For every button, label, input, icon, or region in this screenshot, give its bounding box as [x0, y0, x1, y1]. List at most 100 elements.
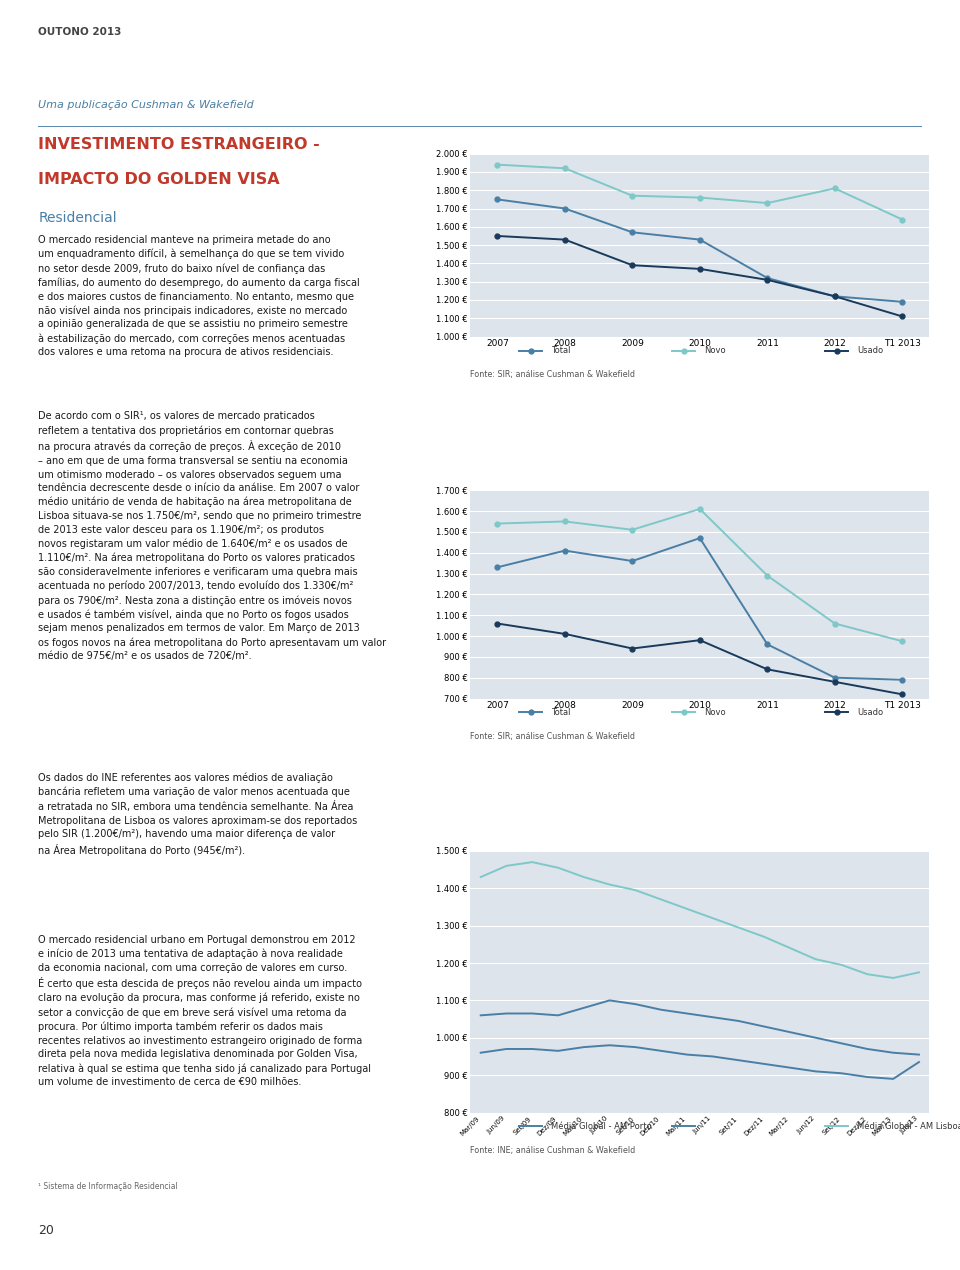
Novo: [761, 568, 773, 583]
Line: Total: Total: [495, 197, 904, 305]
Média Global - AM Lisboa: [604, 876, 615, 892]
Novo: [627, 188, 638, 203]
Média Global - AM Lisboa: [836, 958, 848, 973]
Novo: [492, 157, 503, 173]
Total: [492, 192, 503, 207]
  : [784, 1060, 796, 1076]
Text: Total: Total: [551, 345, 571, 356]
  : [656, 1043, 667, 1058]
Usado: [761, 662, 773, 677]
Média Global - AM Lisboa: [682, 902, 693, 917]
  : [475, 1045, 487, 1060]
Line: Usado: Usado: [495, 621, 904, 697]
Média Global - AM Porto: [604, 993, 615, 1008]
Line: Novo: Novo: [495, 163, 904, 222]
Média Global - AM Lisboa: [707, 911, 718, 926]
Média Global - AM Porto: [836, 1036, 848, 1052]
Novo: [829, 180, 841, 196]
Média Global - AM Lisboa: [526, 855, 538, 870]
Média Global - AM Porto: [682, 1006, 693, 1021]
  : [758, 1057, 770, 1072]
Média Global - AM Porto: [552, 1007, 564, 1022]
Text: Novo: Novo: [705, 345, 726, 356]
Total: [897, 672, 908, 687]
Text: Total: Total: [551, 707, 571, 718]
Novo: [897, 634, 908, 649]
  : [501, 1041, 513, 1057]
Text: Fonte: INE; análise Cushman & Wakefield: Fonte: INE; análise Cushman & Wakefield: [470, 1146, 636, 1154]
Text: OUTONO 2013: OUTONO 2013: [38, 27, 122, 37]
Text: VALORES UNITÁRIOS DE AVALIAÇÃO BANCÁRIA: VALORES UNITÁRIOS DE AVALIAÇÃO BANCÁRIA: [480, 804, 734, 815]
Média Global - AM Lisboa: [810, 951, 822, 966]
Text: INVESTIMENTO ESTRANGEIRO -: INVESTIMENTO ESTRANGEIRO -: [38, 137, 320, 152]
  : [836, 1066, 848, 1081]
Line:   : [481, 1045, 919, 1080]
Média Global - AM Lisboa: [552, 860, 564, 875]
Média Global - AM Lisboa: [862, 966, 874, 982]
Line: Total: Total: [495, 536, 904, 682]
Novo: [559, 161, 570, 177]
Novo: [694, 502, 706, 517]
Usado: [559, 626, 570, 641]
Total: [627, 225, 638, 240]
Total: [559, 544, 570, 559]
  : [604, 1038, 615, 1053]
Média Global - AM Porto: [578, 1001, 589, 1016]
Line: Média Global - AM Lisboa: Média Global - AM Lisboa: [481, 862, 919, 978]
Line: Usado: Usado: [495, 234, 904, 319]
Usado: [829, 674, 841, 690]
Média Global - AM Lisboa: [758, 930, 770, 945]
  : [526, 1041, 538, 1057]
Text: Média Global - AM Lisboa: Média Global - AM Lisboa: [857, 1121, 960, 1132]
Text: ¹ Sistema de Informação Residencial: ¹ Sistema de Informação Residencial: [38, 1181, 179, 1191]
Text: Novo: Novo: [705, 707, 726, 718]
Total: [694, 531, 706, 546]
Text: Fonte: SIR; análise Cushman & Wakefield: Fonte: SIR; análise Cushman & Wakefield: [470, 370, 636, 378]
Total: [761, 636, 773, 652]
Média Global - AM Porto: [630, 997, 641, 1012]
Novo: [627, 522, 638, 537]
Média Global - AM Porto: [475, 1007, 487, 1022]
Média Global - AM Lisboa: [630, 883, 641, 898]
Média Global - AM Lisboa: [475, 870, 487, 885]
Text: O mercado residencial urbano em Portugal demonstrou em 2012
e início de 2013 uma: O mercado residencial urbano em Portugal…: [38, 935, 372, 1087]
  : [913, 1054, 924, 1069]
  : [552, 1043, 564, 1058]
  : [578, 1039, 589, 1054]
Média Global - AM Lisboa: [784, 941, 796, 956]
Média Global - AM Porto: [758, 1019, 770, 1034]
Usado: [829, 288, 841, 304]
Média Global - AM Porto: [784, 1025, 796, 1040]
Média Global - AM Lisboa: [578, 870, 589, 885]
Média Global - AM Porto: [526, 1006, 538, 1021]
Text: PREÇO DE VENDA POR M² NA ÁREA METROPOLITANA: PREÇO DE VENDA POR M² NA ÁREA METROPOLIT…: [480, 443, 767, 455]
Média Global - AM Porto: [707, 1010, 718, 1025]
Text: Usado: Usado: [857, 345, 883, 356]
Text: O mercado residencial manteve na primeira metade do ano
um enquadramento difícil: O mercado residencial manteve na primeir…: [38, 235, 360, 357]
Média Global - AM Lisboa: [656, 892, 667, 907]
Usado: [627, 641, 638, 657]
  : [630, 1039, 641, 1054]
Usado: [694, 632, 706, 648]
  : [887, 1072, 899, 1087]
Total: [829, 671, 841, 686]
Text: DE HABITAÇÃO (€/m²) - 2009/2013: DE HABITAÇÃO (€/m²) - 2009/2013: [480, 822, 665, 834]
Média Global - AM Porto: [913, 1046, 924, 1062]
Usado: [761, 272, 773, 287]
  : [732, 1053, 744, 1068]
Text: 20: 20: [38, 1224, 55, 1237]
Total: [829, 288, 841, 304]
Usado: [897, 687, 908, 702]
Média Global - AM Porto: [501, 1006, 513, 1021]
Text: Residencial: Residencial: [38, 211, 117, 226]
Total: [627, 554, 638, 569]
  : [707, 1049, 718, 1064]
Text: IMPACTO DO GOLDEN VISA: IMPACTO DO GOLDEN VISA: [38, 171, 280, 187]
Média Global - AM Porto: [732, 1013, 744, 1029]
  : [682, 1046, 693, 1062]
Média Global - AM Lisboa: [501, 859, 513, 874]
Total: [559, 201, 570, 216]
Média Global - AM Porto: [656, 1002, 667, 1017]
Line: Média Global - AM Porto: Média Global - AM Porto: [481, 1001, 919, 1054]
Text: Os dados do INE referentes aos valores médios de avaliação
bancária refletem uma: Os dados do INE referentes aos valores m…: [38, 772, 358, 856]
